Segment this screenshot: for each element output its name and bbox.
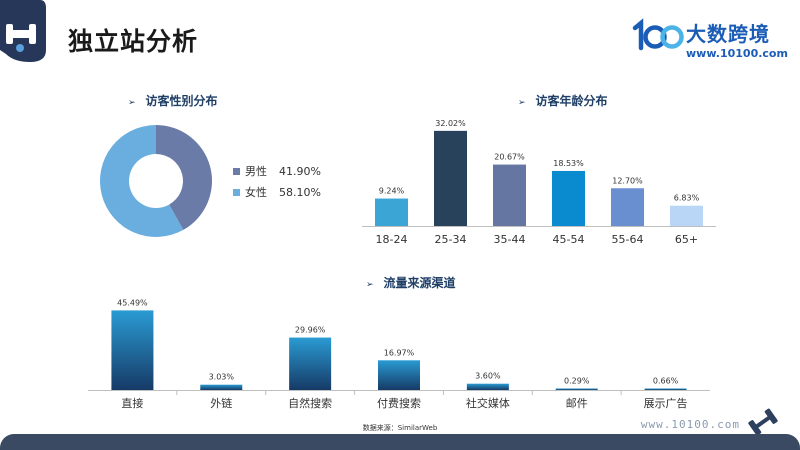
- age-section-title: ➢ 访客年龄分布: [518, 92, 608, 109]
- age-bar-0: [375, 198, 408, 226]
- traffic-category-label-3: 付费搜索: [377, 396, 421, 410]
- brand-name: 大数跨境: [686, 22, 770, 46]
- age-value-label-1: 32.02%: [435, 119, 466, 128]
- age-category-label-0: 18-24: [376, 233, 408, 246]
- footer-bar: [0, 434, 800, 450]
- traffic-bar-1: [200, 384, 243, 390]
- traffic-bar-5: [555, 388, 598, 390]
- legend-value-1: 58.10%: [279, 186, 321, 199]
- age-value-label-4: 12.70%: [612, 176, 643, 185]
- gender-section-title: ➢ 访客性别分布: [128, 92, 218, 109]
- triangle-right-icon: ➢: [366, 280, 374, 290]
- traffic-bar-0: [111, 310, 154, 390]
- data-source-note: 数据来源：SimilarWeb: [362, 424, 438, 432]
- age-value-label-2: 20.67%: [494, 153, 525, 162]
- traffic-value-label-3: 16.97%: [384, 348, 415, 357]
- triangle-right-icon: ➢: [518, 98, 526, 108]
- legend-label-0: 男性: [245, 164, 267, 178]
- age-value-label-5: 6.83%: [674, 194, 700, 203]
- age-bar-5: [670, 205, 703, 226]
- gender-title-text: 访客性别分布: [145, 94, 218, 108]
- triangle-right-icon: ➢: [128, 98, 136, 108]
- traffic-category-label-1: 外链: [210, 396, 232, 410]
- dumbbell-badge-icon: [0, 0, 46, 62]
- traffic-value-label-5: 0.29%: [564, 377, 590, 386]
- traffic-title-text: 流量来源渠道: [383, 276, 456, 290]
- traffic-value-label-1: 3.03%: [209, 373, 235, 382]
- donut-slice-1: [100, 125, 184, 237]
- age-bar-4: [611, 188, 644, 226]
- traffic-section-title: ➢ 流量来源渠道: [366, 274, 456, 291]
- brand-url: www.10100.com: [686, 47, 788, 60]
- traffic-value-label-4: 3.60%: [475, 372, 501, 381]
- age-value-label-3: 18.53%: [553, 159, 584, 168]
- dumbbell-icon: [748, 408, 778, 436]
- age-title-text: 访客年龄分布: [535, 94, 608, 108]
- legend-value-0: 41.90%: [279, 165, 321, 178]
- traffic-category-label-2: 自然搜索: [288, 396, 332, 410]
- page-title: 独立站分析: [68, 27, 199, 56]
- brand-logo[interactable]: 大数跨境 www.10100.com: [632, 18, 788, 64]
- age-category-label-3: 45-54: [553, 233, 585, 246]
- traffic-category-label-0: 直接: [121, 396, 143, 410]
- brand-mark-icon: [632, 18, 684, 51]
- age-bar-3: [552, 170, 585, 226]
- legend-swatch-1: [233, 189, 240, 196]
- traffic-bar-4: [466, 383, 509, 390]
- traffic-bar-6: [644, 388, 687, 390]
- age-bar-2: [493, 164, 526, 226]
- traffic-category-label-6: 展示广告: [644, 397, 688, 410]
- traffic-category-label-4: 社交媒体: [466, 396, 510, 410]
- age-category-label-5: 65+: [675, 233, 698, 246]
- traffic-bar-3: [378, 360, 420, 390]
- age-value-label-0: 9.24%: [379, 187, 405, 196]
- traffic-bar-2: [289, 337, 332, 390]
- traffic-value-label-0: 45.49%: [117, 298, 148, 307]
- footer-url: www.10100.com: [640, 418, 740, 431]
- age-category-label-2: 35-44: [494, 233, 526, 246]
- age-bar-1: [434, 130, 467, 226]
- legend-label-1: 女性: [245, 185, 267, 199]
- legend-swatch-0: [233, 168, 240, 175]
- age-category-label-1: 25-34: [435, 233, 467, 246]
- age-category-label-4: 55-64: [612, 233, 644, 246]
- donut-slice-0: [156, 125, 213, 230]
- traffic-value-label-2: 29.96%: [295, 326, 326, 335]
- traffic-category-label-5: 邮件: [566, 397, 588, 410]
- traffic-value-label-6: 0.66%: [653, 377, 679, 386]
